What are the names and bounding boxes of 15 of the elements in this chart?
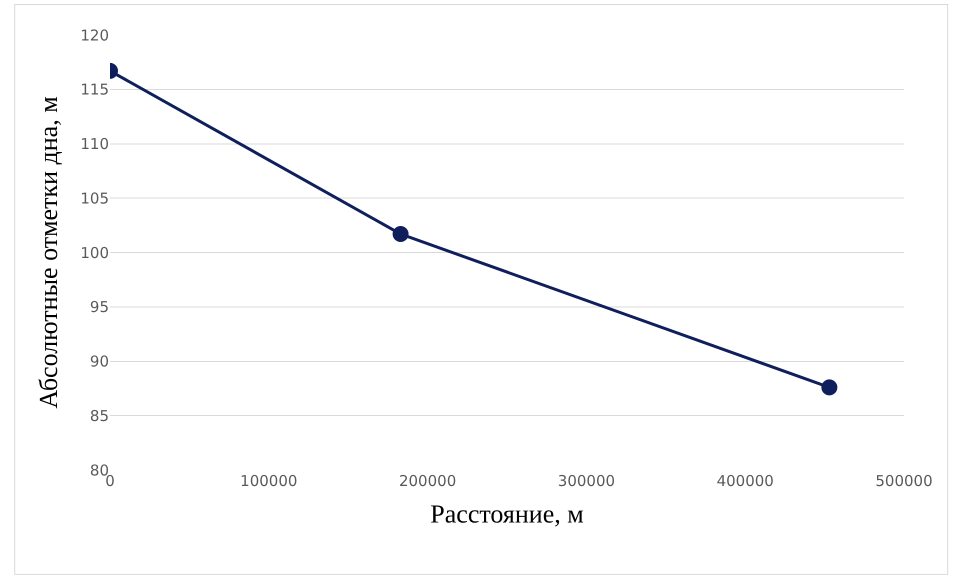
y-tick-label: 115 <box>80 80 109 99</box>
x-axis-title: Расстояние, м <box>430 500 584 529</box>
y-tick-label: 95 <box>90 298 109 316</box>
y-tick-label: 100 <box>80 244 109 262</box>
y-tick-label: 85 <box>90 406 109 425</box>
x-tick-label: 100000 <box>240 472 298 490</box>
x-tick-label: 300000 <box>558 472 616 490</box>
x-tick-label: 200000 <box>398 472 456 490</box>
y-axis-title: Абсолютные отметки дна, м <box>34 96 63 409</box>
x-tick-label: 500000 <box>875 472 933 490</box>
y-tick-label: 110 <box>80 135 109 153</box>
y-tick-label: 120 <box>80 26 109 44</box>
x-tick-label: 400000 <box>716 472 774 490</box>
y-tick-label: 105 <box>80 189 109 208</box>
y-tick-label: 90 <box>90 352 109 370</box>
